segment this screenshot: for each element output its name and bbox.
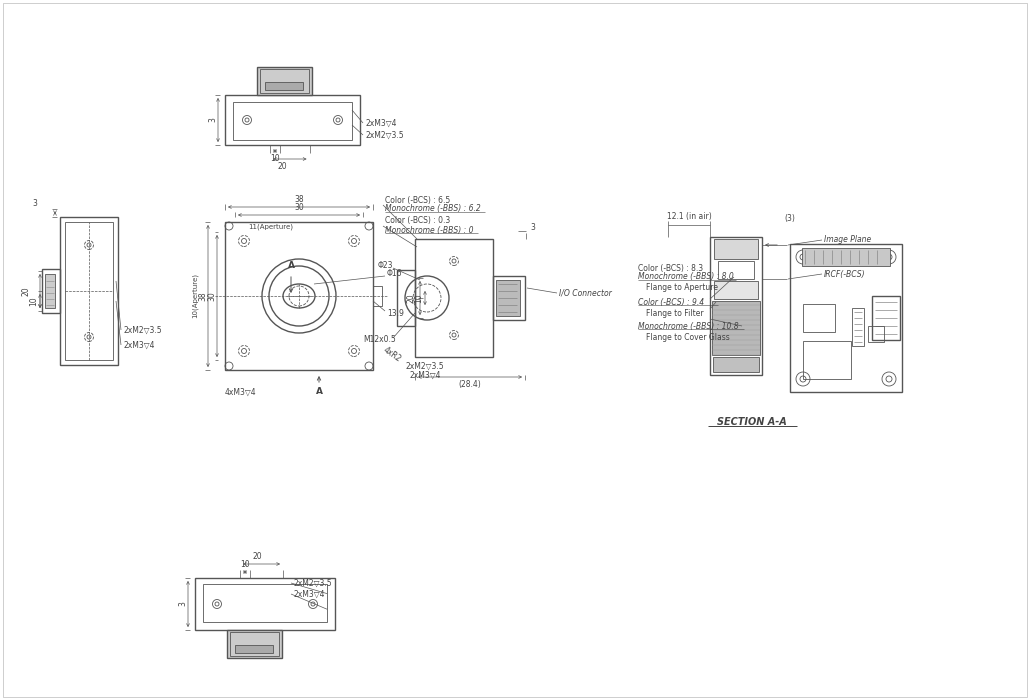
Text: (28.4): (28.4) (458, 380, 481, 389)
Text: Monochrome (-BBS) : 8.0: Monochrome (-BBS) : 8.0 (638, 272, 733, 281)
Text: 20: 20 (252, 552, 262, 561)
Bar (203, 584, 327, 622)
Bar (373, 286, 382, 306)
Bar (852, 308, 864, 346)
Text: 2xM3▽4: 2xM3▽4 (123, 340, 154, 349)
Text: 10: 10 (240, 560, 250, 569)
Text: 4xM3▽4: 4xM3▽4 (225, 388, 255, 397)
Text: Monochrome (-BBS) : 6.2: Monochrome (-BBS) : 6.2 (385, 204, 481, 214)
Bar (265, 82, 303, 90)
Text: Φ16: Φ16 (387, 270, 403, 279)
Text: 2xM3▽4: 2xM3▽4 (293, 589, 324, 598)
Bar (60, 217, 118, 365)
Bar (712, 301, 760, 355)
Bar (790, 244, 902, 392)
Bar (868, 326, 884, 342)
Bar (714, 281, 758, 299)
Bar (718, 261, 754, 279)
Text: 3: 3 (33, 199, 37, 207)
Bar (45, 274, 55, 308)
Bar (714, 239, 758, 259)
Bar (803, 341, 851, 379)
Text: Monochrome (-BBS) : 10.8: Monochrome (-BBS) : 10.8 (638, 321, 739, 330)
Text: Color (-BCS) : 9.4: Color (-BCS) : 9.4 (638, 298, 705, 307)
Text: 3: 3 (178, 601, 187, 606)
Text: 20: 20 (407, 293, 416, 303)
Bar (42, 269, 60, 313)
Text: 10: 10 (270, 154, 280, 163)
Text: 10(Aperture): 10(Aperture) (192, 274, 198, 318)
Bar (802, 248, 890, 266)
Bar (803, 304, 835, 332)
Text: 2xM3▽4: 2xM3▽4 (409, 371, 441, 380)
Bar (713, 357, 759, 372)
Text: A: A (287, 261, 295, 270)
Text: 2xM2▽3.5: 2xM2▽3.5 (123, 326, 162, 335)
Text: Color (-BCS) : 6.5: Color (-BCS) : 6.5 (385, 195, 450, 204)
Text: M12x0.5: M12x0.5 (364, 335, 397, 344)
Text: Φ23: Φ23 (377, 262, 392, 270)
Text: Flange to Filter: Flange to Filter (646, 309, 703, 318)
Text: 2xM2▽3.5: 2xM2▽3.5 (365, 130, 404, 139)
Bar (235, 645, 273, 653)
Text: A: A (315, 387, 322, 396)
Text: 10: 10 (30, 296, 38, 306)
Bar (258, 67, 312, 95)
Bar (872, 296, 900, 340)
Text: (3): (3) (785, 214, 795, 223)
Bar (227, 630, 282, 658)
Text: 3: 3 (530, 223, 536, 232)
Text: 2xM2▽3.5: 2xM2▽3.5 (406, 362, 444, 371)
Text: 11(Aperture): 11(Aperture) (248, 223, 294, 230)
Text: Flange to Aperture: Flange to Aperture (646, 283, 718, 291)
Bar (415, 239, 493, 357)
Bar (233, 102, 352, 140)
Bar (493, 276, 525, 320)
Text: 20: 20 (278, 162, 287, 171)
Bar (397, 270, 415, 326)
Bar (710, 237, 762, 375)
Text: IRCF(-BCS): IRCF(-BCS) (824, 270, 865, 279)
Text: 12.1 (in air): 12.1 (in air) (666, 212, 712, 221)
Bar (225, 222, 373, 370)
Text: Image Plane: Image Plane (824, 235, 871, 244)
Bar (65, 222, 113, 360)
Text: 3: 3 (208, 118, 217, 122)
Text: Color (-BCS) : 8.3: Color (-BCS) : 8.3 (638, 263, 703, 272)
Text: Color (-BCS) : 0.3: Color (-BCS) : 0.3 (385, 216, 450, 225)
Text: Monochrome (-BBS) : 0: Monochrome (-BBS) : 0 (385, 225, 474, 234)
Text: 10: 10 (414, 293, 423, 303)
Bar (225, 95, 360, 145)
Bar (195, 578, 335, 630)
Text: SECTION A-A: SECTION A-A (717, 417, 787, 427)
Bar (260, 69, 309, 93)
Text: 2xM3▽4: 2xM3▽4 (365, 118, 397, 127)
Text: 38: 38 (199, 291, 207, 301)
Bar (496, 280, 520, 316)
Text: 30: 30 (207, 291, 216, 301)
Text: 38: 38 (295, 195, 304, 204)
Text: 4xR2: 4xR2 (381, 346, 402, 364)
Text: 13.9: 13.9 (387, 309, 404, 318)
Text: 2xM2▽3.5: 2xM2▽3.5 (293, 578, 332, 587)
Text: I/O Connector: I/O Connector (559, 288, 612, 298)
Text: Flange to Cover Glass: Flange to Cover Glass (646, 332, 729, 342)
Text: 30: 30 (295, 203, 304, 212)
Text: 20: 20 (22, 286, 31, 296)
Bar (230, 632, 279, 656)
